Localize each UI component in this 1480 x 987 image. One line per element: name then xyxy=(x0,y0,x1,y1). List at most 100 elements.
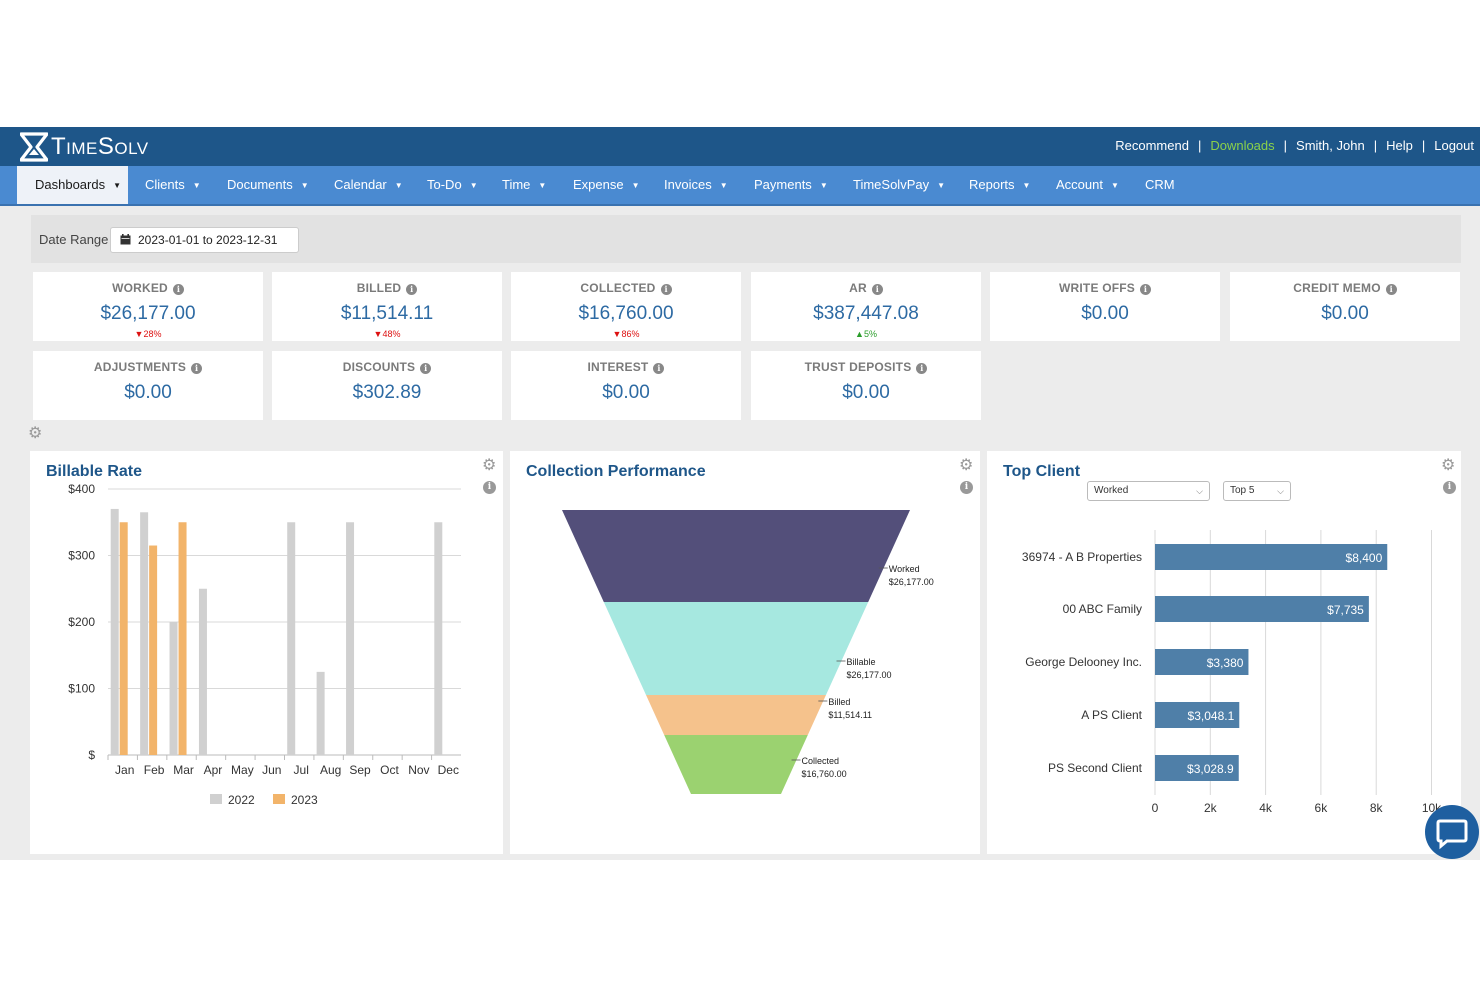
arrow-down-icon: ▼ xyxy=(612,329,622,339)
bar-2022-aug xyxy=(316,671,325,755)
stat-card-discounts[interactable]: DISCOUNTS i $302.89 xyxy=(272,351,502,420)
stat-card-billed[interactable]: BILLED i $11,514.11 ▼48% xyxy=(272,272,502,341)
nav-payments[interactable]: Payments ▼ xyxy=(754,166,828,204)
info-icon[interactable]: i xyxy=(871,284,883,295)
bar-2023-feb xyxy=(149,545,158,755)
x-tick-label: Mar xyxy=(173,763,194,777)
stat-change-value: 48% xyxy=(382,329,401,339)
top-link-recommend[interactable]: Recommend xyxy=(1115,138,1189,153)
top-link-logout[interactable]: Logout xyxy=(1434,138,1474,153)
top-link-help[interactable]: Help xyxy=(1386,138,1413,153)
stat-value: $11,514.11 xyxy=(340,303,434,324)
stat-card-collected[interactable]: COLLECTED i $16,760.00 ▼86% xyxy=(511,272,741,341)
nav-crm[interactable]: CRM xyxy=(1145,166,1175,204)
stat-label: COLLECTED i xyxy=(511,281,741,295)
stat-change: ▲5% xyxy=(751,329,981,339)
info-icon[interactable]: i xyxy=(191,363,203,374)
y-tick-label: $ xyxy=(88,748,95,762)
nav-dashboards[interactable]: Dashboards ▼ xyxy=(17,166,128,204)
info-icon[interactable]: i xyxy=(1140,284,1151,295)
info-icon[interactable]: i xyxy=(1385,284,1397,295)
stat-label-text: COLLECTED xyxy=(580,281,656,295)
main-nav: Dashboards ▼ Clients ▼ Documents ▼ Calendar ▼ To… xyxy=(0,166,1480,206)
top-client-count-select[interactable]: Top 5 ⌵ xyxy=(1223,481,1291,501)
stat-card-write-offs[interactable]: WRITE OFFS i $0.00 xyxy=(990,272,1220,341)
nav-expense[interactable]: Expense ▼ xyxy=(573,166,640,204)
top-client-metric-select[interactable]: Worked ⌵ xyxy=(1087,481,1210,501)
top-client-gear-icon[interactable]: ⚙ xyxy=(1441,457,1456,474)
nav-time[interactable]: Time ▼ xyxy=(502,166,546,204)
legend-swatch-2023 xyxy=(273,794,285,804)
stat-card-credit-memo[interactable]: CREDIT MEMO i $0.00 xyxy=(1230,272,1460,341)
info-icon[interactable]: i xyxy=(916,363,928,374)
top-link-smith-john[interactable]: Smith, John xyxy=(1296,138,1365,153)
funnel-stage-value: $11,514.11 xyxy=(828,710,872,720)
caret-down-icon: ▼ xyxy=(192,181,201,190)
dashboard-settings-gear-icon[interactable]: ⚙ xyxy=(28,425,43,442)
nav-label: Payments xyxy=(754,177,812,192)
stat-label: ADJUSTMENTS i xyxy=(33,360,263,374)
funnel-stage-name: Billed xyxy=(828,697,850,707)
stat-label-text: TRUST DEPOSITS xyxy=(804,360,912,374)
info-icon[interactable]: i xyxy=(172,284,184,295)
nav-calendar[interactable]: Calendar ▼ xyxy=(334,166,403,204)
top-client-info-icon[interactable]: i xyxy=(1443,481,1456,494)
legend-swatch-2022 xyxy=(210,794,222,804)
arrow-up-icon: ▲ xyxy=(855,329,864,339)
nav-reports[interactable]: Reports ▼ xyxy=(969,166,1030,204)
nav-account[interactable]: Account ▼ xyxy=(1056,166,1119,204)
stat-card-interest[interactable]: INTEREST i $0.00 xyxy=(511,351,741,420)
nav-label: Time xyxy=(502,177,531,192)
category-label: 00 ABC Family xyxy=(1063,602,1142,616)
stat-card-trust-deposits[interactable]: TRUST DEPOSITS i $0.00 xyxy=(751,351,981,420)
bar-2023-mar xyxy=(178,522,187,755)
stat-label: TRUST DEPOSITS i xyxy=(751,360,981,374)
info-icon[interactable]: i xyxy=(420,363,432,374)
stat-card-ar[interactable]: AR i $387,447.08 ▲5% xyxy=(751,272,981,341)
category-label: PS Second Client xyxy=(1048,761,1143,775)
x-tick-label: 2k xyxy=(1204,801,1218,815)
x-tick-label: May xyxy=(231,763,254,777)
stat-label-text: WRITE OFFS xyxy=(1059,281,1135,295)
funnel-stage-value: $16,760.00 xyxy=(802,769,847,779)
date-range-picker[interactable]: 2023-01-01 to 2023-12-31 xyxy=(110,227,299,253)
info-icon[interactable]: i xyxy=(653,363,665,374)
nav-label: Invoices xyxy=(664,177,712,192)
caret-down-icon: ▼ xyxy=(538,181,547,190)
caret-down-icon: ▼ xyxy=(394,181,403,190)
x-tick-label: Dec xyxy=(438,763,459,777)
funnel-stage-value: $26,177.00 xyxy=(889,577,934,587)
chat-button[interactable] xyxy=(1425,805,1479,859)
nav-timesolvpay[interactable]: TimeSolvPay ▼ xyxy=(853,166,945,204)
stat-card-worked[interactable]: WORKED i $26,177.00 ▼28% xyxy=(33,272,263,341)
billable-rate-info-icon[interactable]: i xyxy=(483,481,496,494)
top-link-downloads[interactable]: Downloads xyxy=(1210,138,1275,153)
stat-card-adjustments[interactable]: ADJUSTMENTS i $0.00 xyxy=(33,351,263,420)
collection-performance-gear-icon[interactable]: ⚙ xyxy=(959,457,974,474)
legend-label-2023: 2023 xyxy=(291,793,318,807)
x-tick-label: 0 xyxy=(1152,801,1159,815)
app-logo[interactable]: TimeSolv xyxy=(20,131,149,163)
billable-rate-gear-icon[interactable]: ⚙ xyxy=(482,457,497,474)
x-tick-label: Jun xyxy=(262,763,281,777)
info-icon[interactable]: i xyxy=(406,284,418,295)
nav-label: Calendar xyxy=(334,177,387,192)
info-icon[interactable]: i xyxy=(660,284,672,295)
bar-2022-jul xyxy=(287,522,296,755)
nav-documents[interactable]: Documents ▼ xyxy=(227,166,309,204)
nav-invoices[interactable]: Invoices ▼ xyxy=(664,166,728,204)
top-link-separator: | xyxy=(1421,138,1426,153)
stat-value: $302.89 xyxy=(352,382,422,403)
stat-label-text: ADJUSTMENTS xyxy=(93,360,187,374)
nav-to-do[interactable]: To-Do ▼ xyxy=(427,166,478,204)
x-tick-label: Jan xyxy=(115,763,134,777)
stat-value: $16,760.00 xyxy=(578,303,674,324)
top-link-separator: | xyxy=(1283,138,1288,153)
y-tick-label: $300 xyxy=(68,549,95,563)
stat-change: ▼86% xyxy=(511,329,741,339)
bar-36974-a-b-properties xyxy=(1155,544,1388,570)
caret-down-icon: ▼ xyxy=(719,181,728,190)
collection-performance-info-icon[interactable]: i xyxy=(960,481,973,494)
top-link-separator: | xyxy=(1197,138,1202,153)
nav-clients[interactable]: Clients ▼ xyxy=(145,166,201,204)
